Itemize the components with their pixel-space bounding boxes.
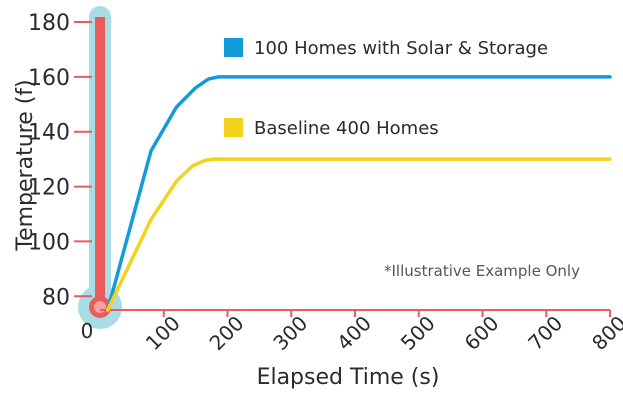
legend-swatch-1 [224,118,243,137]
series-line-0 [105,75,612,312]
y-tick-label: 120 [28,176,70,201]
x-tick-label: 400 [332,311,376,355]
legend-swatch-0 [224,38,243,57]
y-tick-label: 80 [42,285,70,310]
y-tick-label: 140 [28,121,70,146]
x-tick-label: 200 [205,311,249,355]
legend-label-0: 100 Homes with Solar & Storage [254,38,548,59]
y-tick-label: 160 [28,66,70,91]
x-tick-label: 800 [587,311,623,355]
x-tick-label: 0 [81,319,94,343]
series-layer [105,75,612,312]
y-tick-label: 180 [28,11,70,36]
thermometer-bulb-highlight [94,301,106,313]
x-tick-label: 500 [396,311,440,355]
series-line-1 [105,157,612,312]
x-tick-label: 300 [268,311,312,355]
x-tick-label: 100 [141,311,185,355]
thermometer-mercury [95,17,105,307]
x-axis-title: Elapsed Time (s) [257,365,440,390]
x-tick-label: 600 [460,311,504,355]
y-tick-label: 100 [28,230,70,255]
legend: 100 Homes with Solar & Storage Baseline 4… [224,38,548,139]
annotation-illustrative: *Illustrative Example Only [384,262,580,280]
legend-label-1: Baseline 400 Homes [254,118,439,139]
y-axis-title: Temperature (f) [13,79,38,251]
x-tick-label: 700 [523,311,567,355]
